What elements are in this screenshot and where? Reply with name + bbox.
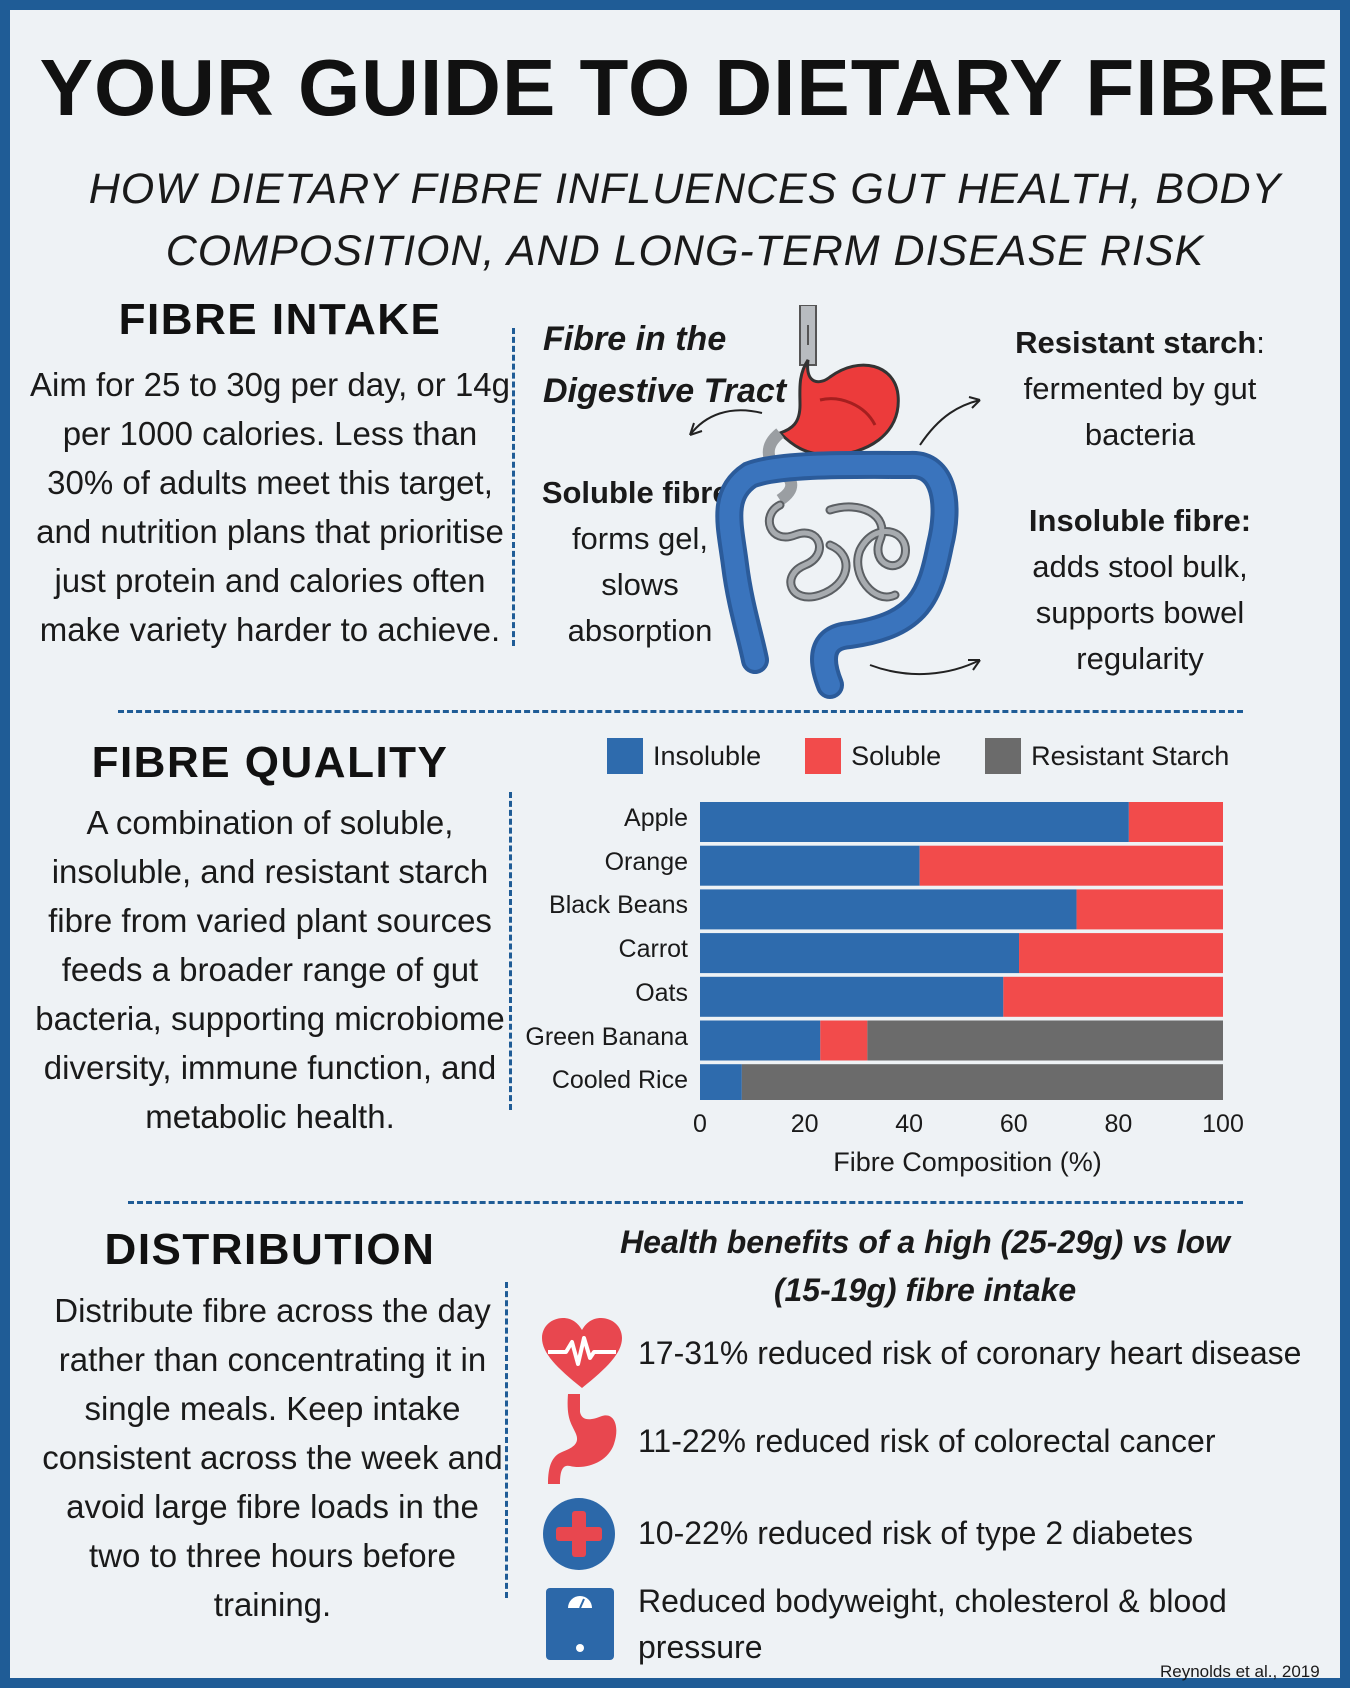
chart-legend: Insoluble Soluble Resistant Starch bbox=[607, 738, 1229, 774]
tract-title-line-2: Digestive Tract bbox=[543, 372, 787, 410]
chart-x-ticks: 0 20 40 60 80 100 bbox=[660, 1110, 1270, 1140]
benefit-text-line-2: pressure bbox=[638, 1629, 763, 1665]
bar-insoluble-orange bbox=[700, 845, 920, 886]
soluble-fibre-desc-2: slows bbox=[601, 567, 679, 602]
benefit-item bbox=[542, 1318, 622, 1395]
insoluble-fibre-note: Insoluble fibre: adds stool bulk, suppor… bbox=[1010, 498, 1270, 682]
soluble-fibre-desc-3: absorption bbox=[567, 613, 713, 648]
distribution-heading: DISTRIBUTION bbox=[104, 1225, 436, 1274]
category-label: Oats bbox=[635, 978, 688, 1007]
category-label: Green Banana bbox=[525, 1022, 688, 1051]
section-divider bbox=[512, 328, 515, 646]
benefit-text: 10-22% reduced risk of type 2 diabetes bbox=[638, 1515, 1193, 1551]
subtitle-line-1: HOW DIETARY FIBRE INFLUENCES GUT HEALTH,… bbox=[88, 165, 1282, 213]
insoluble-fibre-desc-2: supports bowel bbox=[1035, 595, 1245, 630]
resistant-starch-arrow bbox=[919, 399, 981, 446]
fibre-composition-bar-chart bbox=[700, 802, 1223, 1100]
chart-x-axis-label: Fibre Composition (%) bbox=[833, 1147, 1102, 1177]
bar-insoluble-green-banana bbox=[700, 1020, 821, 1061]
benefit-text: Reduced bodyweight, cholesterol & blood … bbox=[638, 1578, 1227, 1670]
bar-resistant-starch-green-banana bbox=[867, 1020, 1223, 1061]
bar-insoluble-apple bbox=[700, 802, 1129, 842]
benefits-title-line-1: Health benefits of a high (25-29g) vs lo… bbox=[620, 1224, 1230, 1260]
resistant-starch-label: Resistant starch bbox=[1015, 325, 1257, 360]
resistant-starch-colon: : bbox=[1256, 325, 1265, 360]
x-tick-label: 60 bbox=[999, 1110, 1028, 1138]
section-divider bbox=[509, 792, 512, 1110]
resistant-starch-desc-2: bacteria bbox=[1084, 417, 1196, 452]
insoluble-fibre-desc-1: adds stool bulk, bbox=[1032, 549, 1248, 584]
intake-heading: FIBRE INTAKE bbox=[118, 295, 442, 344]
legend-item-resistant-starch: Resistant Starch bbox=[985, 738, 1229, 774]
insoluble-fibre-label: Insoluble fibre: bbox=[1028, 503, 1252, 538]
resistant-starch-note: Resistant starch: fermented by gut bacte… bbox=[995, 320, 1285, 458]
legend-swatch-insoluble bbox=[607, 738, 643, 774]
resistant-starch-desc-1: fermented by gut bbox=[1023, 371, 1257, 406]
bar-soluble-apple bbox=[1128, 802, 1223, 842]
bar-insoluble-carrot bbox=[700, 933, 1020, 974]
bar-insoluble-cooled-rice bbox=[700, 1064, 742, 1100]
bar-insoluble-oats bbox=[700, 976, 1004, 1017]
bar-soluble-black-beans bbox=[1076, 889, 1223, 930]
benefit-item bbox=[548, 1394, 618, 1489]
tract-title: Fibre in the Digestive Tract bbox=[543, 313, 786, 417]
bar-soluble-orange bbox=[919, 845, 1223, 886]
soluble-fibre-label: Soluble fibre bbox=[541, 475, 730, 510]
soluble-fibre-note: Soluble fibre: forms gel, slows absorpti… bbox=[530, 470, 750, 654]
benefit-text: 11-22% reduced risk of colorectal cancer bbox=[638, 1423, 1216, 1459]
heart-pulse-icon bbox=[542, 1318, 622, 1388]
category-label: Carrot bbox=[618, 935, 688, 964]
medical-cross-icon bbox=[543, 1498, 615, 1570]
x-tick-label: 40 bbox=[895, 1110, 924, 1138]
bar-soluble-carrot bbox=[1019, 933, 1223, 974]
x-tick-label: 0 bbox=[693, 1110, 707, 1138]
soluble-arrow bbox=[689, 409, 763, 436]
insoluble-arrow bbox=[869, 659, 981, 675]
legend-label-soluble: Soluble bbox=[851, 740, 942, 771]
soluble-fibre-desc-1: forms gel, bbox=[571, 521, 709, 556]
benefits-title-line-2: (15-19g) fibre intake bbox=[773, 1272, 1077, 1308]
benefit-text-line-1: Reduced bodyweight, cholesterol & blood bbox=[638, 1583, 1227, 1619]
benefit-text: 17-31% reduced risk of coronary heart di… bbox=[638, 1335, 1302, 1371]
stomach-icon bbox=[548, 1394, 617, 1484]
category-label: Apple bbox=[624, 804, 688, 832]
benefit-item bbox=[546, 1588, 614, 1665]
page-title: YOUR GUIDE TO DIETARY FIBRE bbox=[39, 43, 1331, 132]
tract-title-line-1: Fibre in the bbox=[543, 320, 727, 358]
bar-resistant-starch-cooled-rice bbox=[741, 1064, 1223, 1100]
quality-heading: FIBRE QUALITY bbox=[91, 738, 449, 787]
bar-soluble-green-banana bbox=[820, 1020, 868, 1061]
page-subtitle: HOW DIETARY FIBRE INFLUENCES GUT HEALTH,… bbox=[70, 158, 1300, 282]
category-label: Orange bbox=[604, 847, 688, 876]
scale-icon bbox=[546, 1588, 614, 1660]
legend-item-soluble: Soluble bbox=[805, 738, 941, 774]
category-label: Cooled Rice bbox=[551, 1066, 688, 1095]
section-divider bbox=[118, 710, 1243, 713]
subtitle-line-2: COMPOSITION, AND LONG-TERM DISEASE RISK bbox=[165, 227, 1205, 275]
legend-swatch-soluble bbox=[805, 738, 842, 774]
x-tick-label: 100 bbox=[1202, 1110, 1244, 1138]
legend-swatch-resistant-starch bbox=[985, 738, 1022, 774]
bar-insoluble-black-beans bbox=[700, 889, 1077, 930]
bar-soluble-oats bbox=[1003, 976, 1223, 1017]
legend-label-resistant-starch: Resistant Starch bbox=[1031, 740, 1230, 771]
legend-item-insoluble: Insoluble bbox=[607, 738, 761, 774]
citation: Reynolds et al., 2019 bbox=[1160, 1662, 1320, 1681]
benefit-item bbox=[542, 1497, 616, 1576]
x-tick-label: 80 bbox=[1104, 1110, 1133, 1138]
insoluble-fibre-desc-3: regularity bbox=[1076, 641, 1204, 676]
digestive-tract-illustration bbox=[689, 305, 981, 699]
distribution-text: Distribute fibre across the day rather t… bbox=[42, 1292, 503, 1623]
x-tick-label: 20 bbox=[790, 1110, 819, 1138]
benefits-title: Health benefits of a high (25-29g) vs lo… bbox=[575, 1218, 1275, 1314]
stomach bbox=[777, 359, 900, 457]
legend-label-insoluble: Insoluble bbox=[653, 740, 762, 771]
intake-text: Aim for 25 to 30g per day, or 14g per 10… bbox=[30, 366, 510, 648]
section-divider bbox=[128, 1201, 1243, 1204]
section-divider bbox=[505, 1282, 508, 1598]
quality-text: A combination of soluble, insoluble, and… bbox=[35, 804, 505, 1135]
category-label: Black Beans bbox=[549, 891, 688, 920]
